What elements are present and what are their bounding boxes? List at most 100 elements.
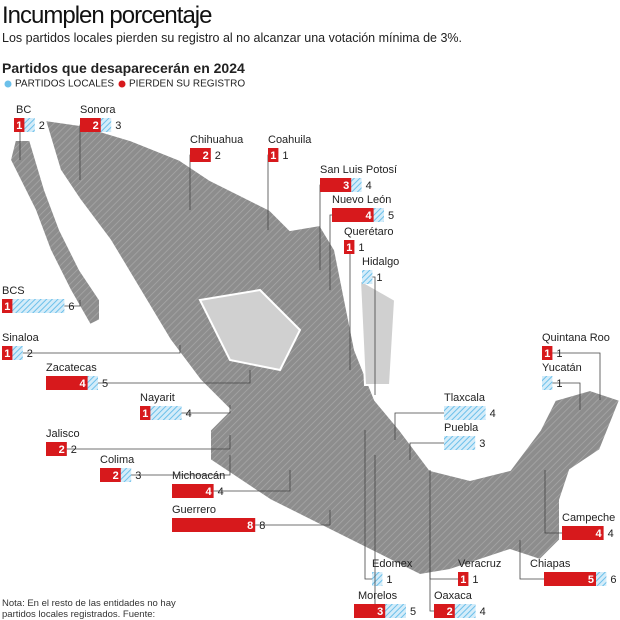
lost-bar xyxy=(544,572,596,586)
total-bar xyxy=(362,270,373,284)
total-label: 4 xyxy=(218,486,224,498)
state-name: Campeche xyxy=(562,512,615,524)
state-name: Veracruz xyxy=(458,558,501,570)
leader-line xyxy=(544,470,564,534)
lost-bar xyxy=(172,518,256,532)
leader-line xyxy=(429,470,460,580)
total-label: 1 xyxy=(376,272,382,284)
total-label: 2 xyxy=(71,444,77,456)
state-name: Quintana Roo xyxy=(542,332,610,344)
lost-bar xyxy=(354,604,386,618)
state-name: Coahuila xyxy=(268,134,312,146)
state-name: Hidalgo xyxy=(362,256,399,268)
no-party-region xyxy=(198,288,302,372)
lost-bar xyxy=(190,148,211,162)
total-label: 3 xyxy=(115,120,121,132)
lost-bar xyxy=(268,148,279,162)
lost-bar xyxy=(14,118,25,132)
lost-label: 4 xyxy=(205,486,212,498)
state-name: Chiapas xyxy=(530,558,571,570)
total-label: 4 xyxy=(608,528,614,540)
lost-label: 1 xyxy=(4,348,10,360)
state-name: San Luis Potosí xyxy=(320,164,397,176)
total-bar xyxy=(444,436,476,450)
subtitle: Los partidos locales pierden su registro… xyxy=(2,31,462,45)
total-label: 1 xyxy=(386,574,392,586)
lost-label: 1 xyxy=(270,150,276,162)
lost-bar xyxy=(458,572,469,586)
lost-bar xyxy=(46,442,67,456)
lost-label: 2 xyxy=(447,606,453,618)
lost-label: 3 xyxy=(343,180,349,192)
lost-bar xyxy=(434,604,455,618)
lost-label: 4 xyxy=(79,378,86,390)
state-name: Querétaro xyxy=(344,226,394,238)
state-name: Sonora xyxy=(80,104,116,116)
total-bar xyxy=(372,572,383,586)
lost-label: 1 xyxy=(460,574,466,586)
title: Incumplen porcentaje xyxy=(2,2,212,29)
total-label: 3 xyxy=(135,470,141,482)
total-label: 2 xyxy=(27,348,33,360)
total-label: 2 xyxy=(39,120,45,132)
lost-label: 2 xyxy=(203,150,209,162)
leader-line xyxy=(544,382,581,410)
total-label: 4 xyxy=(490,408,496,420)
total-label: 2 xyxy=(215,150,221,162)
legend-dot xyxy=(118,80,126,88)
total-bar xyxy=(542,376,553,390)
state-name: Michoacán xyxy=(172,470,225,482)
lost-label: 2 xyxy=(59,444,65,456)
baja-peninsula xyxy=(8,139,101,327)
no-party-region xyxy=(358,278,397,386)
lost-label: 4 xyxy=(595,528,602,540)
note: Nota: En el resto de las entidades no ha… xyxy=(2,598,176,620)
state-name: Yucatán xyxy=(542,362,582,374)
total-bar xyxy=(444,406,486,420)
state-name: Chihuahua xyxy=(190,134,244,146)
state-name: Nuevo León xyxy=(332,194,391,206)
state-name: BCS xyxy=(2,285,25,297)
lost-bar xyxy=(80,118,101,132)
total-label: 5 xyxy=(388,210,394,222)
lost-label: 2 xyxy=(93,120,99,132)
lost-bar xyxy=(172,484,214,498)
state-name: Tlaxcala xyxy=(444,392,486,404)
total-label: 6 xyxy=(610,574,616,586)
total-label: 5 xyxy=(102,378,108,390)
lost-bar xyxy=(46,376,88,390)
state-name: Morelos xyxy=(358,590,398,602)
country-shape xyxy=(8,118,620,577)
lost-bar xyxy=(344,240,355,254)
state-name: Edomex xyxy=(372,558,413,570)
total-label: 1 xyxy=(472,574,478,586)
leader-line xyxy=(48,435,231,450)
lost-label: 8 xyxy=(247,520,253,532)
lost-label: 1 xyxy=(544,348,550,360)
total-label: 1 xyxy=(358,242,364,254)
total-label: 8 xyxy=(259,520,265,532)
state-name: BC xyxy=(16,104,31,116)
lost-label: 1 xyxy=(4,301,10,313)
state-name: Nayarit xyxy=(140,392,175,404)
leader-line xyxy=(409,442,446,460)
lost-bar xyxy=(100,468,121,482)
total-label: 1 xyxy=(282,150,288,162)
total-bar xyxy=(2,299,65,313)
lost-label: 5 xyxy=(588,574,594,586)
total-label: 4 xyxy=(366,180,372,192)
state-name: Guerrero xyxy=(172,504,216,516)
lost-label: 4 xyxy=(365,210,372,222)
lost-bar xyxy=(2,346,13,360)
leader-line xyxy=(102,455,231,476)
total-label: 1 xyxy=(556,348,562,360)
state-name: Puebla xyxy=(444,422,479,434)
legend-dot xyxy=(4,80,12,88)
lost-label: 3 xyxy=(377,606,383,618)
section-title: Partidos que desaparecerán en 2024 xyxy=(2,60,245,76)
leader-line xyxy=(364,430,374,580)
lost-label: 2 xyxy=(113,470,119,482)
lost-label: 1 xyxy=(16,120,22,132)
